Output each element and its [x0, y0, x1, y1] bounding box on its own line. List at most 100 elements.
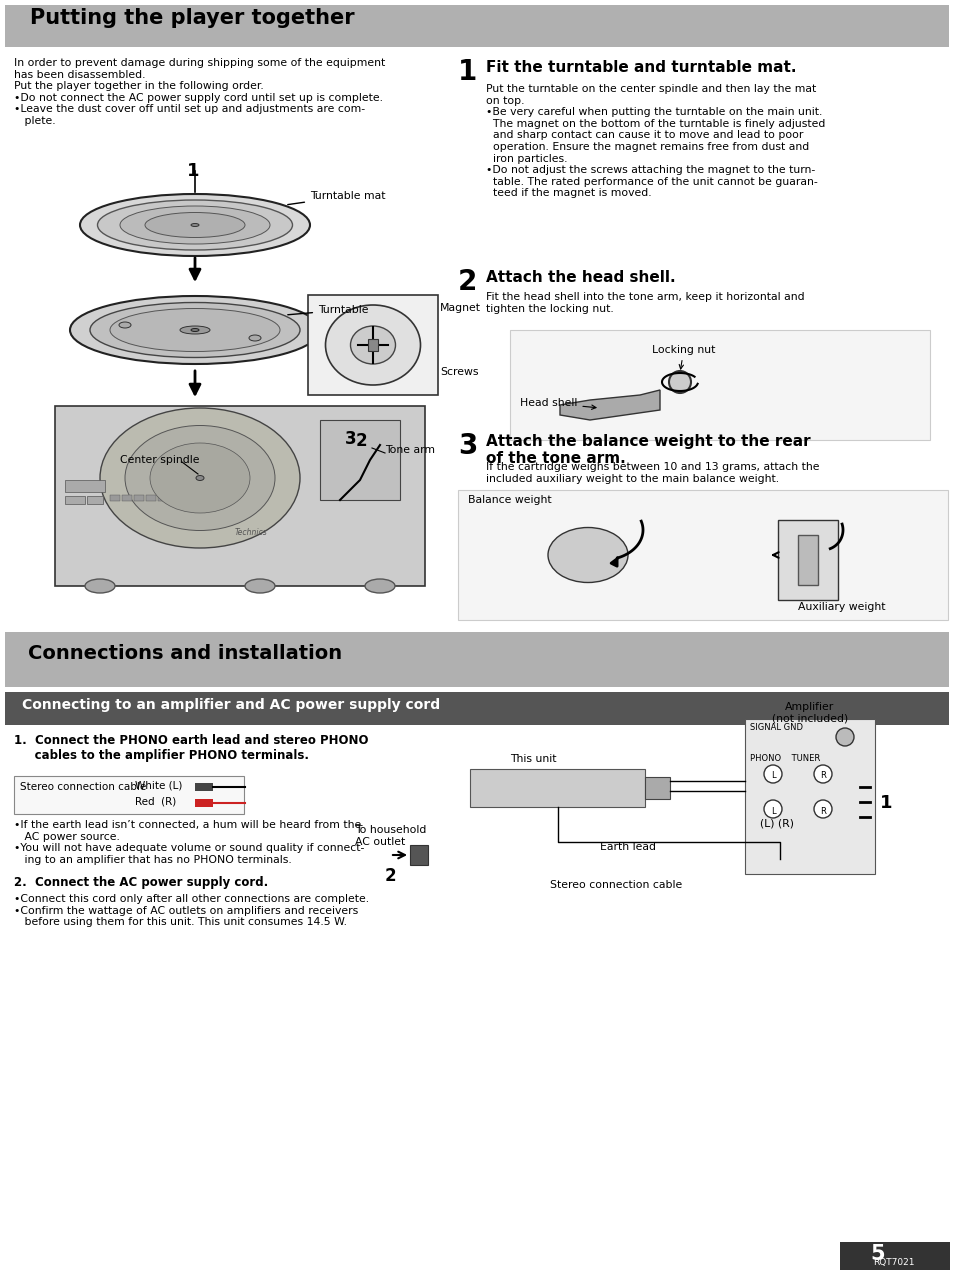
- Ellipse shape: [813, 764, 831, 784]
- Bar: [840, 1242, 949, 1270]
- Text: Put the turntable on the center spindle and then lay the mat
on top.
•Be very ca: Put the turntable on the center spindle …: [485, 84, 824, 199]
- Bar: [182, 496, 192, 501]
- Bar: [457, 490, 947, 620]
- Ellipse shape: [150, 443, 250, 513]
- Text: Technics: Technics: [234, 527, 268, 538]
- Ellipse shape: [350, 326, 395, 364]
- Text: Balance weight: Balance weight: [468, 496, 551, 505]
- Bar: [14, 776, 244, 814]
- Text: 2: 2: [355, 432, 367, 450]
- Text: 1: 1: [879, 794, 892, 812]
- Ellipse shape: [145, 213, 245, 237]
- Text: RQT7021: RQT7021: [872, 1257, 914, 1268]
- Ellipse shape: [125, 426, 274, 530]
- Text: 2: 2: [385, 868, 396, 885]
- Text: Locking nut: Locking nut: [651, 345, 715, 369]
- Bar: [193, 496, 204, 501]
- Ellipse shape: [249, 335, 261, 341]
- Text: If the cartridge weighs between 10 and 13 grams, attach the
included auxiliary w: If the cartridge weighs between 10 and 1…: [485, 462, 819, 484]
- Bar: [158, 496, 168, 501]
- Text: Amplifier
(not included): Amplifier (not included): [771, 702, 847, 724]
- Text: Fit the head shell into the tone arm, keep it horizontal and
tighten the locking: Fit the head shell into the tone arm, ke…: [485, 292, 803, 313]
- Text: Screws: Screws: [439, 367, 478, 377]
- Text: Fit the turntable and turntable mat.: Fit the turntable and turntable mat.: [485, 60, 796, 75]
- Ellipse shape: [80, 194, 310, 256]
- Text: L: L: [770, 772, 775, 781]
- Text: In order to prevent damage during shipping some of the equipment
has been disass: In order to prevent damage during shippi…: [14, 59, 385, 126]
- Bar: [133, 496, 144, 501]
- Bar: [5, 692, 948, 725]
- Ellipse shape: [191, 223, 199, 227]
- Text: Center spindle: Center spindle: [120, 455, 199, 465]
- Bar: [744, 719, 874, 874]
- Ellipse shape: [119, 322, 131, 327]
- Text: 1: 1: [187, 162, 199, 180]
- Ellipse shape: [245, 578, 274, 592]
- Text: •If the earth lead isn’t connected, a hum will be heard from the
   AC power sou: •If the earth lead isn’t connected, a hu…: [14, 820, 364, 865]
- Bar: [65, 480, 105, 492]
- Text: •Connect this cord only after all other connections are complete.
•Confirm the w: •Connect this cord only after all other …: [14, 894, 369, 927]
- Bar: [110, 496, 120, 501]
- Bar: [5, 632, 948, 687]
- Text: Connections and installation: Connections and installation: [28, 643, 342, 662]
- Ellipse shape: [180, 326, 210, 334]
- Ellipse shape: [85, 578, 115, 592]
- Bar: [122, 496, 132, 501]
- Ellipse shape: [763, 764, 781, 784]
- Ellipse shape: [120, 206, 270, 245]
- Text: Attach the balance weight to the rear
of the tone arm.: Attach the balance weight to the rear of…: [485, 434, 810, 466]
- Ellipse shape: [97, 200, 293, 250]
- Text: Attach the head shell.: Attach the head shell.: [485, 270, 675, 285]
- Text: Stereo connection cable: Stereo connection cable: [20, 782, 146, 792]
- Ellipse shape: [835, 727, 853, 747]
- Bar: [55, 406, 424, 586]
- Bar: [778, 520, 837, 600]
- Bar: [87, 496, 103, 505]
- Text: White (L): White (L): [135, 780, 182, 790]
- Ellipse shape: [90, 302, 299, 358]
- Ellipse shape: [195, 475, 204, 480]
- Text: Earth lead: Earth lead: [599, 842, 656, 852]
- Text: Head shell: Head shell: [519, 397, 596, 409]
- Text: Connecting to an amplifier and AC power supply cord: Connecting to an amplifier and AC power …: [22, 698, 439, 712]
- Bar: [65, 496, 85, 505]
- Ellipse shape: [325, 304, 420, 385]
- Text: PHONO    TUNER: PHONO TUNER: [749, 754, 820, 763]
- Bar: [5, 5, 948, 47]
- Ellipse shape: [110, 308, 280, 352]
- Text: To household
AC outlet: To household AC outlet: [355, 826, 426, 847]
- Bar: [170, 496, 180, 501]
- Bar: [319, 420, 399, 499]
- Ellipse shape: [191, 329, 199, 331]
- Ellipse shape: [763, 800, 781, 818]
- Bar: [194, 799, 213, 806]
- Text: Turntable mat: Turntable mat: [288, 191, 385, 205]
- Bar: [194, 784, 213, 791]
- Ellipse shape: [100, 408, 299, 548]
- Bar: [470, 769, 644, 806]
- Text: Red  (R): Red (R): [135, 796, 176, 806]
- Ellipse shape: [547, 527, 627, 582]
- Text: 1: 1: [457, 59, 476, 87]
- Text: Turntable: Turntable: [288, 304, 368, 315]
- Bar: [146, 496, 156, 501]
- Text: Stereo connection cable: Stereo connection cable: [550, 880, 681, 891]
- Text: Putting the player together: Putting the player together: [30, 8, 355, 28]
- Text: 3: 3: [457, 432, 476, 460]
- Text: Magnet: Magnet: [439, 303, 480, 313]
- Text: Tone arm: Tone arm: [385, 445, 435, 455]
- Text: 3: 3: [345, 431, 356, 448]
- Polygon shape: [559, 390, 659, 420]
- Ellipse shape: [813, 800, 831, 818]
- Text: 5: 5: [869, 1243, 883, 1264]
- Bar: [368, 339, 377, 352]
- Text: (L) (R): (L) (R): [760, 819, 793, 829]
- Text: This unit: This unit: [510, 754, 556, 764]
- Bar: [410, 845, 428, 865]
- Ellipse shape: [365, 578, 395, 592]
- Text: R: R: [820, 806, 825, 815]
- Text: SIGNAL GND: SIGNAL GND: [749, 724, 802, 733]
- Bar: [308, 296, 437, 395]
- Text: 1.  Connect the PHONO earth lead and stereo PHONO
     cables to the amplifier P: 1. Connect the PHONO earth lead and ster…: [14, 734, 368, 762]
- Text: 2: 2: [457, 268, 476, 296]
